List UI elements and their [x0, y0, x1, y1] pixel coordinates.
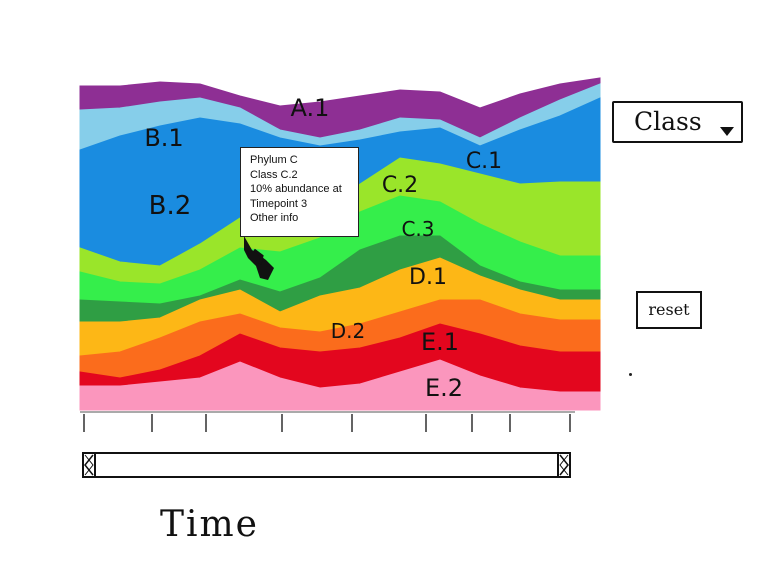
tooltip-phylum: Phylum C [250, 154, 298, 166]
layer-label-d-2: D.2 [331, 319, 365, 343]
tooltip-other: Other info [250, 212, 299, 224]
reset-button[interactable]: reset [636, 291, 702, 329]
layer-label-c-1: C.1 [466, 149, 502, 174]
layer-label-b-1: B.1 [144, 124, 183, 152]
stray-dot [629, 373, 632, 376]
time-range-scrollbar[interactable] [82, 452, 571, 478]
layer-label-b-2: B.2 [149, 191, 192, 221]
scroll-handle-left-icon[interactable] [82, 452, 96, 478]
class-dropdown-label: Class [634, 107, 702, 136]
tooltip-timepoint: Timepoint 3 [250, 197, 308, 210]
caret-down-icon [720, 127, 734, 136]
layer-label-d-1: D.1 [409, 265, 447, 290]
layer-label-c-3: C.3 [401, 217, 434, 241]
layer-label-e-2: E.2 [425, 374, 463, 402]
scroll-handle-right-icon[interactable] [557, 452, 571, 478]
hover-tooltip: Phylum C Class C.2 10% abundance at Time… [240, 147, 359, 237]
stream-layer-e-2[interactable] [79, 359, 601, 411]
class-dropdown[interactable]: Class [612, 101, 743, 143]
layer-label-c-2: C.2 [382, 173, 418, 198]
x-axis-title: Time [160, 504, 259, 545]
layer-label-a-1: A.1 [291, 94, 330, 122]
layer-label-e-1: E.1 [421, 328, 459, 356]
hand-pointer-icon [244, 236, 274, 280]
tooltip-abundance: 10% abundance at [250, 183, 342, 195]
tooltip-class: Class C.2 [250, 168, 298, 181]
